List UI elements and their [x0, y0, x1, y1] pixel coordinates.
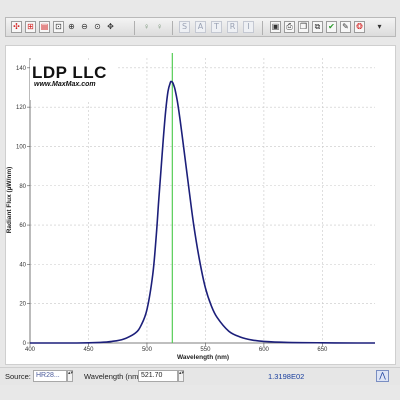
status-bar: Source: HR28... ▴▾ Wavelength (nm): 521.… — [0, 367, 400, 385]
source-label: Source: — [5, 372, 31, 381]
check-icon[interactable]: ✔ — [326, 21, 337, 33]
marker-remove-icon[interactable]: ♀ — [156, 22, 163, 31]
x-tick-label: 550 — [200, 347, 211, 353]
x-tick-label: 600 — [259, 347, 270, 353]
zoom-in-icon[interactable]: ⊕ — [68, 22, 75, 31]
toolbar: ✣ ⊞ ▤ ⊡ ⊕ ⊖ ⊙ ✥ ♀ ♀ S A T R I ▣ ⎙ ❐ ⧉ ✔ … — [5, 17, 396, 37]
copy-icon[interactable]: ❐ — [298, 21, 309, 33]
zoom-out-icon[interactable]: ⊖ — [81, 22, 88, 31]
flux-readout: 1.3198E02 — [268, 372, 305, 381]
edit-icon[interactable]: ✎ — [340, 21, 351, 33]
y-tick-label: 140 — [16, 66, 27, 72]
tool-letter-s[interactable]: S — [179, 21, 190, 33]
source-select[interactable]: HR28... — [33, 370, 67, 382]
toolbar-separator — [134, 21, 135, 35]
print-icon[interactable]: ⎙ — [284, 21, 295, 33]
tool-letter-i[interactable]: I — [243, 21, 254, 33]
tool-letter-a[interactable]: A — [195, 21, 206, 33]
source-stepper[interactable]: ▴▾ — [67, 370, 73, 382]
wavelength-label: Wavelength (nm): — [84, 372, 143, 381]
pan-icon[interactable]: ✥ — [107, 22, 114, 31]
chart-ticks: 400 450 500 550 600 650 0 20 40 60 80 100 120 140 — [16, 66, 328, 353]
chart-grid — [30, 58, 375, 343]
select-icon[interactable]: ✣ — [11, 21, 22, 33]
logo-url: www.MaxMax.com — [34, 81, 96, 88]
wavelength-input[interactable]: 521.70 — [138, 370, 178, 382]
spectrum-curve — [30, 80, 375, 344]
x-tick-label: 650 — [317, 347, 328, 353]
y-tick-label: 60 — [19, 223, 26, 229]
export-icon[interactable]: ⧉ — [312, 21, 323, 33]
x-axis-title: Wavelength (nm) — [177, 354, 229, 361]
y-tick-label: 0 — [23, 341, 27, 347]
grid-icon[interactable]: ⊞ — [25, 21, 36, 33]
marker-add-icon[interactable]: ♀ — [143, 22, 150, 31]
toolbar-separator — [172, 21, 173, 35]
logo-name: LDP LLC — [32, 63, 107, 82]
y-tick-label: 20 — [19, 302, 26, 308]
zoom-reset-icon[interactable]: ⊙ — [94, 22, 101, 31]
company-logo: LDP LLC www.MaxMax.com — [30, 60, 116, 100]
toolbar-separator — [262, 21, 263, 35]
y-tick-label: 120 — [16, 105, 27, 111]
zoom-box-icon[interactable]: ⊡ — [53, 21, 64, 33]
wavelength-stepper[interactable]: ▴▾ — [178, 370, 184, 382]
x-tick-label: 500 — [142, 347, 153, 353]
tool-letter-t[interactable]: T — [211, 21, 222, 33]
settings-icon[interactable]: ❂ — [354, 21, 365, 33]
clipboard-icon[interactable]: ▤ — [39, 21, 50, 33]
tool-letter-r[interactable]: R — [227, 21, 238, 33]
peak-icon[interactable]: ⋀ — [376, 370, 389, 382]
save-icon[interactable]: ▣ — [270, 21, 281, 33]
y-tick-label: 40 — [19, 262, 26, 268]
x-tick-label: 450 — [83, 347, 94, 353]
x-tick-label: 400 — [25, 347, 36, 353]
dropdown-icon[interactable]: ▾ — [377, 22, 382, 31]
y-tick-label: 100 — [16, 144, 27, 150]
y-tick-label: 80 — [19, 184, 26, 190]
y-axis-title: Radiant Flux (µW/nm) — [6, 167, 13, 234]
